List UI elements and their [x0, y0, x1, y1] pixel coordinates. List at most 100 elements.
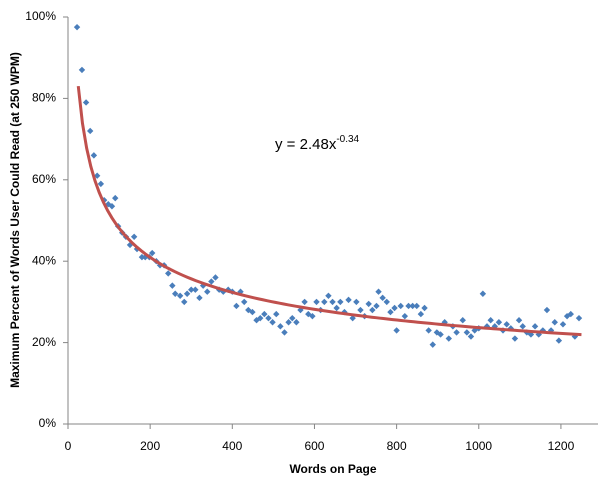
scatter-point: [345, 296, 352, 304]
scatter-point: [397, 302, 404, 310]
scatter-point: [301, 298, 308, 306]
scatter-point: [183, 290, 191, 297]
scatter-point: [563, 312, 571, 320]
scatter-point: [467, 333, 475, 340]
scatter-point: [285, 319, 292, 326]
scatter-point: [212, 274, 219, 281]
scatter-point: [196, 294, 203, 302]
scatter-point: [169, 282, 176, 289]
scatter-point: [369, 306, 376, 314]
scatter-point: [349, 314, 356, 322]
y-axis-title: Maximum Percent of Words User Could Read…: [8, 52, 22, 388]
x-tick-label: 800: [387, 439, 407, 453]
trendline: [76, 85, 582, 337]
scatter-point: [417, 310, 425, 318]
scatter-point: [93, 172, 101, 179]
scatter-point: [261, 310, 268, 318]
x-tick-label: 600: [304, 439, 324, 453]
y-tick-label: 0%: [39, 416, 57, 430]
scatter-point: [373, 302, 380, 310]
scatter-point: [391, 304, 398, 312]
scatter-point: [429, 341, 436, 348]
scatter-point: [459, 317, 466, 324]
scatter-point: [445, 335, 452, 342]
equation-variable: x: [329, 136, 337, 153]
scatter-point: [269, 319, 276, 326]
scatter-point: [90, 152, 98, 159]
scatter-point: [329, 298, 336, 306]
scatter-point: [277, 323, 284, 330]
scatter-point: [333, 304, 340, 312]
scatter-point: [78, 66, 86, 74]
scatter-point: [293, 319, 300, 326]
scatter-point: [176, 292, 184, 299]
scatter-point: [313, 298, 320, 306]
scatter-point: [181, 298, 188, 306]
x-tick-label: 400: [222, 439, 242, 453]
scatter-point: [257, 314, 264, 322]
scatter-point: [357, 306, 364, 314]
scatter-point: [281, 329, 288, 336]
scatter-point: [567, 310, 574, 318]
x-tick-label: 1000: [465, 439, 492, 453]
trendline-equation: y = 2.48x-0.34: [275, 134, 360, 153]
scatter-point: [559, 321, 567, 328]
x-tick-label: 200: [140, 439, 160, 453]
scatter-point: [387, 308, 394, 316]
scatter-point: [138, 253, 146, 261]
scatter-point: [241, 298, 248, 306]
equation-exponent: -0.34: [336, 134, 359, 145]
scatter-point: [86, 127, 94, 135]
equation-coefficient: 2.48: [300, 136, 329, 153]
scatter-point: [325, 292, 332, 299]
scatter-point: [208, 278, 215, 285]
scatter-point: [479, 290, 487, 297]
scatter-point: [575, 314, 583, 322]
scatter-point: [409, 302, 416, 310]
scatter-point: [112, 194, 119, 202]
scatter-point: [401, 312, 409, 320]
scatter-point: [519, 323, 526, 330]
scatter-point: [571, 333, 579, 340]
scatter-point: [321, 298, 328, 306]
scatter-point: [233, 302, 240, 310]
scatter-point: [204, 288, 211, 295]
scatter-point: [188, 286, 195, 293]
scatter-point: [503, 321, 510, 328]
scatter-point: [393, 327, 400, 334]
scatter-point: [375, 288, 382, 295]
scatter-point: [73, 23, 81, 31]
scatter-point: [495, 319, 503, 326]
scatter-point: [165, 270, 172, 277]
scatter-point: [108, 203, 116, 210]
scatter-point: [531, 323, 539, 330]
scatter-point: [365, 300, 372, 308]
scatter-point: [130, 233, 138, 240]
scatter-point: [383, 298, 390, 306]
scatter-point: [487, 317, 494, 324]
scatter-point: [463, 329, 471, 336]
scatter-point: [515, 317, 523, 324]
scatter-point: [289, 314, 296, 322]
y-tick-label: 80%: [32, 91, 56, 105]
scatter-point: [249, 308, 256, 316]
scatter-point: [437, 331, 444, 338]
scatter-point: [425, 327, 432, 334]
scatter-point: [511, 335, 519, 342]
scatter-point: [543, 306, 551, 314]
scatter-point: [273, 310, 280, 318]
scatter-point: [172, 290, 179, 297]
scatter-point: [413, 302, 420, 310]
scatter-point: [82, 99, 90, 106]
scatter-point: [105, 201, 112, 208]
scatter-point: [551, 319, 558, 326]
scatter-point: [555, 337, 563, 344]
scatter-point: [353, 298, 360, 306]
scatter-point: [405, 302, 412, 310]
scatter-point: [379, 294, 386, 302]
x-tick-label: 1200: [548, 439, 575, 453]
scatter-point: [149, 249, 156, 257]
equation-prefix: y =: [275, 136, 300, 153]
